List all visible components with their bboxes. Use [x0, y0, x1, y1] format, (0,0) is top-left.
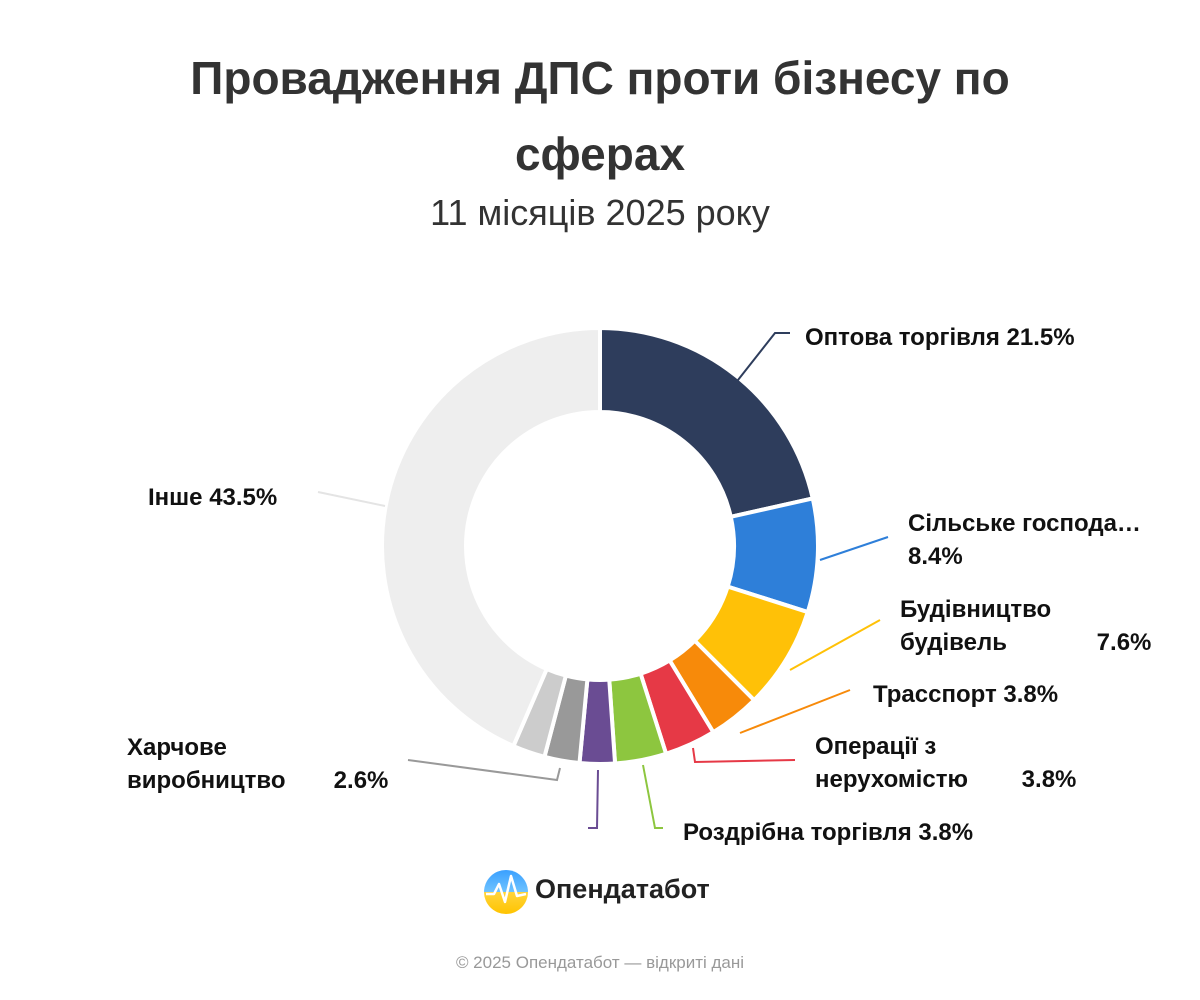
leader-line — [642, 764, 663, 829]
leader-line — [692, 747, 796, 764]
segment-name: Оптова торгівля — [805, 324, 1000, 351]
segment-name: Будівництво будівель — [900, 596, 1052, 656]
segment-name: Операції з нерухомістю — [815, 733, 968, 793]
segment-label: Роздрібна торгівля 3.8% — [683, 816, 973, 849]
segment-label: Операції з нерухомістю 3.8% — [815, 730, 1076, 796]
segment-value: 3.8% — [1003, 681, 1059, 708]
segment-label: Будівництво будівель 7.6% — [900, 593, 1151, 659]
segment-label: Інше 43.5% — [148, 481, 277, 514]
segment-value: 3.8% — [1021, 766, 1077, 793]
donut-segment — [380, 326, 602, 749]
segment-name: Інше — [148, 484, 203, 511]
segment-label: Трасспорт 3.8% — [873, 678, 1058, 711]
segment-label: Оптова торгівля 21.5% — [805, 321, 1075, 354]
segment-value: 8.4% — [908, 543, 963, 570]
donut-segment — [598, 326, 815, 519]
brand-name: Опендатабот — [535, 874, 710, 904]
footer: © 2025 Опендатабот — відкриті дані — [455, 953, 745, 972]
leader-line — [819, 536, 889, 561]
chart-subtitle: 11 місяців 2025 року — [430, 192, 770, 233]
brand-logo — [484, 870, 528, 914]
leader-line — [588, 769, 599, 829]
segment-name: Сільське господа… — [908, 510, 1141, 537]
segment-value: 2.6% — [333, 767, 389, 794]
leader-line — [789, 619, 881, 671]
segment-name: Трасспорт — [873, 681, 997, 708]
segment-value: 43.5% — [209, 484, 278, 511]
segment-label: Сільське господа… 8.4% — [908, 507, 1200, 573]
segment-name: Харчове виробництво — [127, 734, 286, 794]
leader-line — [407, 759, 561, 782]
segment-name: Роздрібна торгівля — [683, 819, 912, 846]
leader-line — [737, 332, 790, 381]
chart-title: Провадження ДПС проти бізнесу по сферах — [190, 52, 1010, 180]
leader-line — [739, 689, 851, 734]
leader-line — [317, 491, 386, 507]
segment-label: Харчове виробництво 2.6% — [127, 731, 388, 797]
segment-value: 3.8% — [918, 819, 974, 846]
segment-value: 7.6% — [1096, 629, 1152, 656]
segment-value: 21.5% — [1006, 324, 1075, 351]
